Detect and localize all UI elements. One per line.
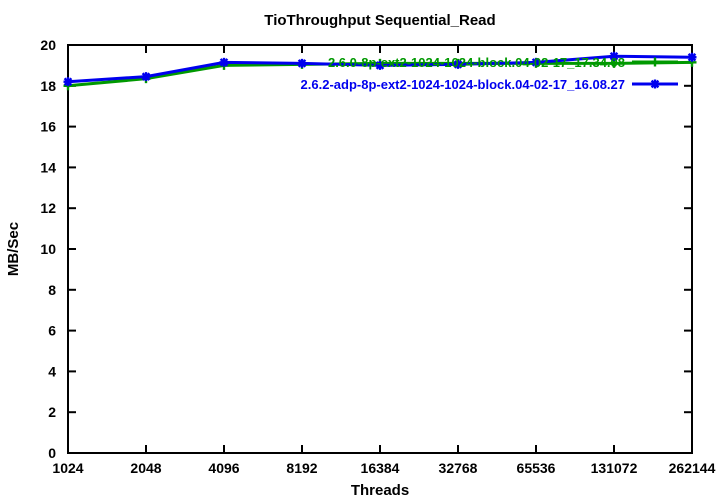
series-1-marker (609, 51, 619, 61)
x-tick-label: 4096 (208, 460, 239, 476)
x-axis-label: Threads (350, 482, 410, 499)
y-axis-label: MB/Sec (5, 221, 22, 277)
y-tick-label: 10 (40, 241, 56, 257)
series-1-marker (219, 58, 229, 67)
y-tick-label: 2 (48, 404, 56, 420)
series-1-marker (63, 77, 73, 86)
y-tick-label: 18 (40, 78, 56, 94)
x-tick-label: 262144 (669, 460, 716, 476)
plot-border (67, 44, 693, 454)
y-tick-label: 6 (48, 323, 56, 339)
x-tick-label: 8192 (286, 460, 317, 476)
series-1-marker (531, 58, 541, 67)
legend-entry-2.6.0: 2.6.0-8p-ext2-1024-1024-block.04-02-17_1… (327, 55, 625, 70)
y-tick-label: 12 (40, 200, 56, 216)
series-1-marker (687, 52, 697, 62)
series-1-marker (141, 72, 151, 81)
series-1-marker (297, 59, 307, 68)
y-tick-label: 14 (40, 159, 56, 175)
series-1-marker (375, 61, 385, 70)
x-tick-label: 131072 (591, 460, 638, 476)
y-tick-label: 8 (48, 282, 56, 298)
x-tick-label: 65536 (517, 460, 556, 476)
x-tick-label: 1024 (52, 460, 83, 476)
x-tick-label: 2048 (130, 460, 161, 476)
chart-title: TioThroughput Sequential_Read (264, 12, 496, 29)
x-tick-label: 32768 (439, 460, 478, 476)
x-tick-label: 16384 (361, 460, 400, 476)
legend-entry-2.6.2-adp: 2.6.2-adp-8p-ext2-1024-1024-block.04-02-… (300, 77, 625, 92)
y-tick-label: 4 (48, 363, 56, 379)
y-tick-label: 0 (48, 445, 56, 461)
legend-sample-marker-1 (650, 79, 660, 89)
series-1-marker (453, 60, 463, 69)
y-tick-label: 16 (40, 119, 56, 135)
y-tick-label: 20 (40, 37, 56, 53)
